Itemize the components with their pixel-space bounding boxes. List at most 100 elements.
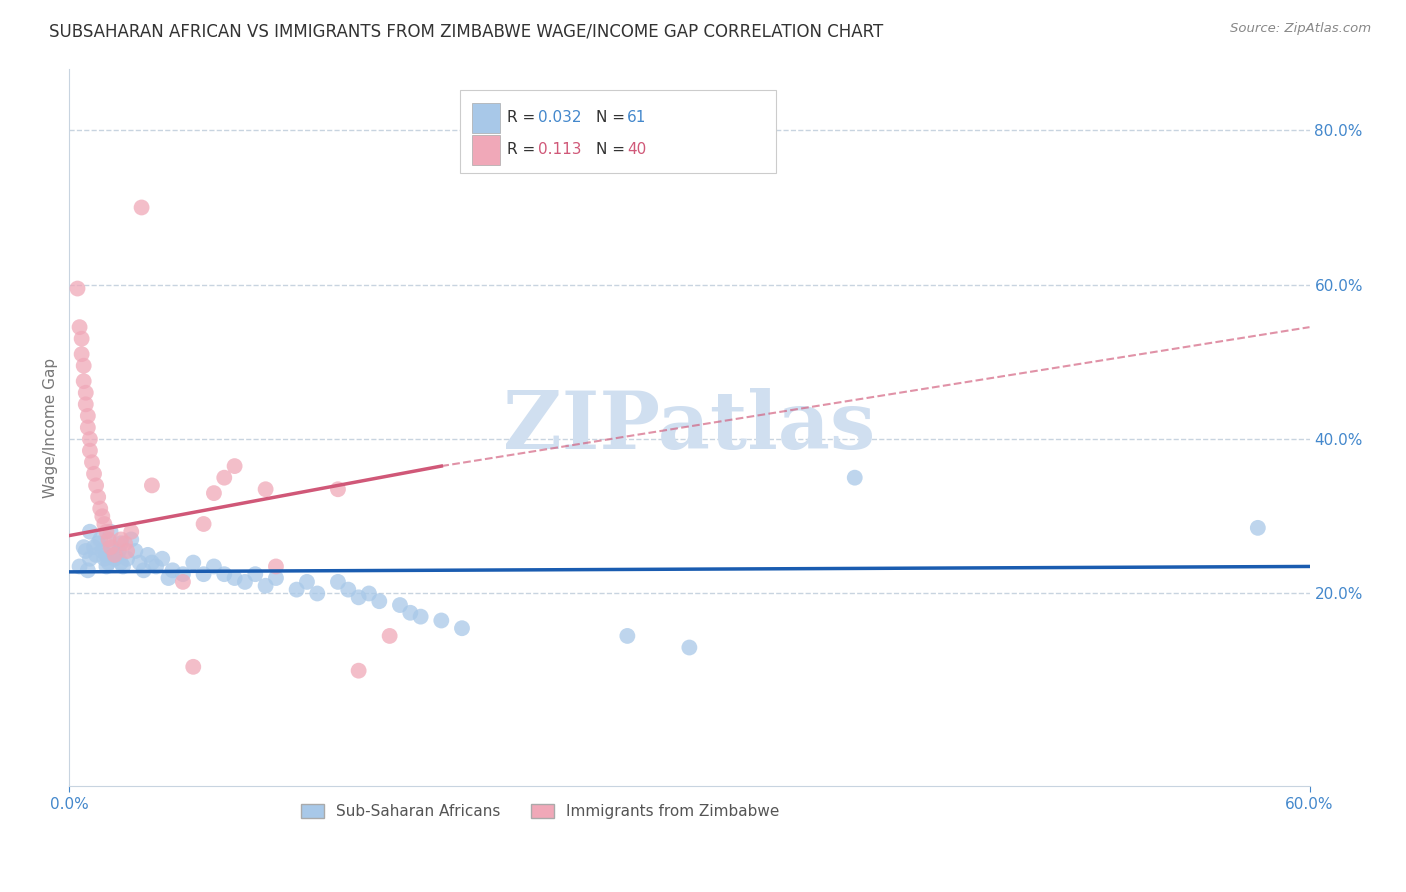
Point: [181, 556, 204, 570]
Text: R =: R =: [508, 110, 540, 125]
Point: [128, 556, 150, 570]
Point: [368, 594, 391, 608]
Point: [233, 574, 256, 589]
Point: [69, 559, 91, 574]
Point: [69, 320, 91, 334]
Point: [678, 640, 700, 655]
Point: [214, 567, 236, 582]
Point: [75, 385, 97, 400]
Point: [89, 501, 111, 516]
Point: [132, 563, 155, 577]
Point: [430, 614, 453, 628]
Text: N =: N =: [596, 110, 630, 125]
Point: [326, 482, 349, 496]
Point: [97, 533, 120, 547]
Point: [124, 544, 146, 558]
Point: [193, 567, 215, 582]
Point: [79, 443, 101, 458]
Point: [399, 606, 422, 620]
Point: [264, 559, 287, 574]
Point: [96, 524, 118, 539]
Point: [93, 516, 115, 531]
Point: [136, 548, 159, 562]
Point: [70, 332, 93, 346]
Point: [357, 586, 380, 600]
Point: [245, 567, 267, 582]
FancyBboxPatch shape: [460, 90, 776, 173]
Point: [120, 533, 142, 547]
Point: [172, 567, 194, 582]
Point: [162, 563, 184, 577]
Point: [83, 467, 105, 481]
Point: [307, 586, 329, 600]
Text: 0.113: 0.113: [538, 142, 582, 157]
Point: [110, 536, 132, 550]
Point: [93, 551, 115, 566]
Text: 61: 61: [627, 110, 647, 125]
Point: [101, 540, 124, 554]
Point: [76, 409, 98, 423]
FancyBboxPatch shape: [472, 103, 499, 133]
Point: [84, 548, 107, 562]
Legend: Sub-Saharan Africans, Immigrants from Zimbabwe: Sub-Saharan Africans, Immigrants from Zi…: [295, 798, 786, 825]
Point: [110, 533, 132, 547]
Y-axis label: Wage/Income Gap: Wage/Income Gap: [44, 358, 58, 498]
Text: R =: R =: [508, 142, 546, 157]
Text: Source: ZipAtlas.com: Source: ZipAtlas.com: [1230, 22, 1371, 36]
Point: [347, 591, 370, 605]
Point: [97, 556, 120, 570]
Point: [79, 524, 101, 539]
Point: [193, 516, 215, 531]
Point: [254, 579, 277, 593]
Point: [347, 664, 370, 678]
Point: [202, 559, 225, 574]
Point: [115, 544, 138, 558]
Point: [87, 536, 110, 550]
Point: [285, 582, 308, 597]
Point: [75, 544, 97, 558]
Point: [84, 478, 107, 492]
Point: [76, 563, 98, 577]
Point: [157, 571, 180, 585]
Text: 0.032: 0.032: [538, 110, 582, 125]
Point: [79, 551, 101, 566]
Point: [87, 490, 110, 504]
Point: [844, 471, 866, 485]
Text: N =: N =: [596, 142, 630, 157]
Point: [76, 420, 98, 434]
Point: [1247, 521, 1270, 535]
Point: [83, 540, 105, 554]
Point: [100, 524, 122, 539]
Point: [73, 359, 96, 373]
Point: [104, 548, 127, 562]
Point: [110, 556, 132, 570]
Point: [326, 574, 349, 589]
Point: [70, 347, 93, 361]
Point: [409, 609, 432, 624]
Point: [120, 524, 142, 539]
Point: [141, 556, 163, 570]
Point: [111, 559, 134, 574]
Point: [105, 548, 128, 562]
Point: [145, 559, 167, 574]
Point: [91, 509, 114, 524]
Point: [451, 621, 474, 635]
Point: [96, 559, 118, 574]
Point: [66, 281, 89, 295]
Point: [91, 544, 114, 558]
Text: SUBSAHARAN AFRICAN VS IMMIGRANTS FROM ZIMBABWE WAGE/INCOME GAP CORRELATION CHART: SUBSAHARAN AFRICAN VS IMMIGRANTS FROM ZI…: [49, 22, 883, 40]
Point: [104, 551, 127, 566]
Point: [75, 397, 97, 411]
Point: [115, 551, 138, 566]
FancyBboxPatch shape: [472, 136, 499, 165]
Point: [378, 629, 401, 643]
Point: [89, 533, 111, 547]
Point: [114, 536, 136, 550]
Point: [150, 551, 173, 566]
Point: [80, 455, 103, 469]
Point: [388, 598, 411, 612]
Point: [254, 482, 277, 496]
Text: ZIPatlas: ZIPatlas: [503, 389, 876, 467]
Point: [96, 548, 118, 562]
Point: [73, 540, 96, 554]
